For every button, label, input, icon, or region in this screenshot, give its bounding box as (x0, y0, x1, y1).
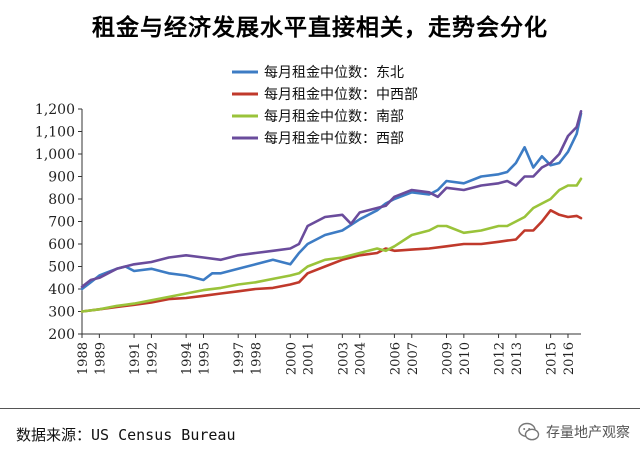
x-tick-label: 1988 (76, 342, 91, 375)
brand: 存量地产观察 (518, 422, 630, 442)
x-tick-label: 1991 (128, 342, 143, 375)
footer: 数据来源：US Census Bureau 存量地产观察 (0, 409, 640, 459)
legend-label-1: 每月租金中位数：东北 (264, 65, 404, 81)
brand-text: 存量地产观察 (546, 425, 630, 441)
y-tick-label: 700 (48, 215, 75, 231)
series-line-3 (80, 177, 583, 313)
x-tick-label: 1998 (250, 342, 265, 375)
page-title: 租金与经济发展水平直接相关，走势会分化 (92, 14, 548, 41)
x-tick-label: 2015 (545, 342, 560, 375)
rent-chart: 200 300 400 500 600 700 800 900 1,000 1,100 1,200 1… (35, 65, 583, 375)
x-tick-label: 2012 (493, 342, 508, 375)
chart-area: 200 300 400 500 600 700 800 900 1,000 1,100 1,200 1… (0, 48, 640, 408)
y-tick-label: 1,000 (35, 147, 75, 163)
y-tick-label: 400 (48, 282, 75, 298)
wechat-icon (518, 422, 540, 441)
y-tick-label: 800 (48, 192, 75, 208)
series-line-2 (80, 209, 583, 313)
x-tick-label: 2003 (336, 342, 351, 375)
x-tick-label: 1989 (93, 342, 108, 375)
x-tick-label: 2009 (440, 342, 455, 375)
x-tick-label: 2001 (302, 342, 317, 375)
y-tick-label: 200 (48, 327, 75, 343)
y-tick-label: 300 (48, 305, 75, 321)
x-tick-label: 1992 (145, 342, 160, 375)
x-tick-label: 1995 (197, 342, 212, 375)
x-tick-label: 2006 (388, 342, 403, 375)
x-tick-label: 1994 (180, 342, 195, 375)
x-tick-label: 2004 (354, 342, 369, 375)
series-line-4 (80, 109, 583, 289)
x-tick-label: 2007 (406, 342, 421, 375)
y-tick-label: 500 (48, 260, 75, 276)
footer-divider (0, 408, 640, 409)
legend-label-2: 每月租金中位数：中西部 (264, 87, 418, 103)
x-tick-label: 2013 (510, 342, 525, 375)
y-tick-label: 1,100 (35, 125, 75, 141)
x-tick-label: 2016 (562, 342, 577, 375)
y-tick-label: 900 (48, 170, 75, 186)
y-tick-label: 600 (48, 237, 75, 253)
x-tick-label: 2010 (458, 342, 473, 375)
y-tick-label: 1,200 (35, 102, 75, 118)
legend-label-3: 每月租金中位数：南部 (264, 109, 404, 125)
data-source-text: 数据来源：US Census Bureau (16, 426, 236, 444)
x-tick-label: 1997 (232, 342, 247, 375)
title-bar: 租金与经济发展水平直接相关，走势会分化 (0, 0, 640, 50)
x-tick-label: 2000 (284, 342, 299, 375)
legend-label-4: 每月租金中位数：西部 (264, 131, 404, 147)
